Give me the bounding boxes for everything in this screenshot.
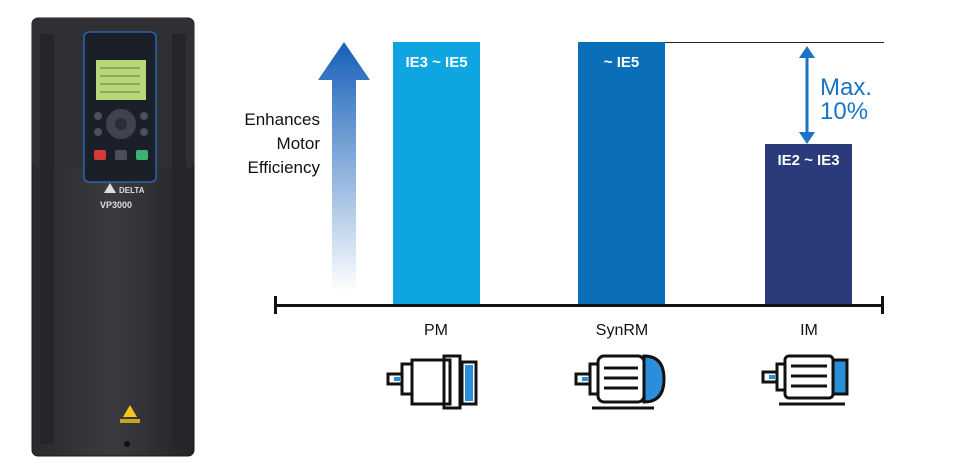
bar-im-label: IE2 ~ IE3 — [777, 152, 840, 169]
gap-annotation-line1: Max. — [820, 74, 873, 101]
gap-annotation-line2: 10% — [820, 98, 869, 125]
bar-synrm-label: ~ IE5 — [603, 54, 640, 71]
category-label-synrm: SynRM — [595, 322, 649, 339]
axis-tick-left — [274, 296, 277, 314]
bar-synrm: ~ IE5 — [578, 42, 665, 305]
efficiency-label-line2: Motor — [276, 134, 320, 153]
efficiency-label-line3: Efficiency — [247, 158, 320, 177]
bar-pm-label: IE3 ~ IE5 — [405, 54, 468, 71]
category-label-im: IM — [800, 322, 818, 339]
vfd-drive: DELTA VP3000 — [28, 12, 198, 460]
category-label-pm: PM — [424, 322, 448, 339]
bar-im: IE2 ~ IE3 — [765, 144, 852, 305]
bar-pm: IE3 ~ IE5 — [393, 42, 480, 305]
im-motor-icon — [761, 352, 857, 412]
baseline-axis — [274, 304, 884, 307]
efficiency-arrow — [316, 42, 372, 292]
efficiency-label: Enhances Motor Efficiency — [214, 108, 320, 180]
svg-text:DELTA: DELTA — [119, 186, 145, 195]
axis-tick-right — [881, 296, 884, 314]
pm-motor-icon — [386, 352, 482, 412]
reference-line — [578, 42, 884, 43]
gap-arrow — [796, 46, 818, 144]
synrm-motor-icon — [574, 350, 670, 414]
gap-annotation: Max. 10% — [820, 76, 872, 124]
efficiency-label-line1: Enhances — [244, 110, 320, 129]
svg-text:VP3000: VP3000 — [100, 200, 132, 210]
